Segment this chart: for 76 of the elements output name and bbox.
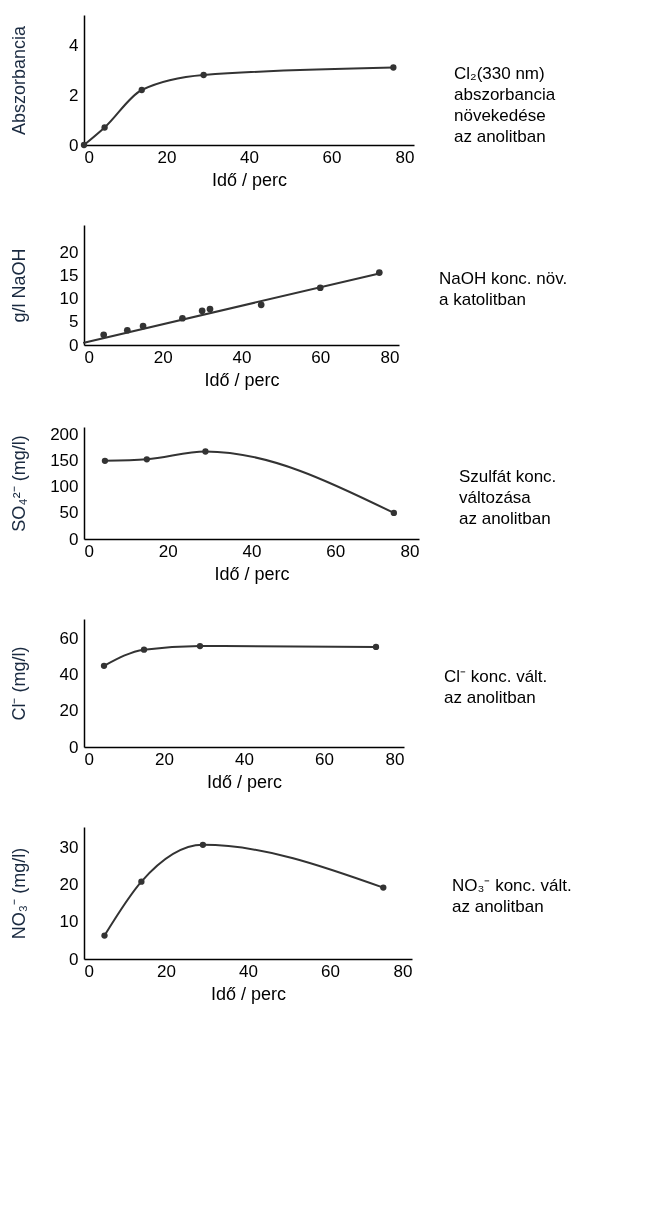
x-tick-label: 0 [84, 961, 94, 981]
point [380, 884, 387, 891]
x-tick-label: 0 [84, 347, 94, 367]
y-tick-label: 15 [59, 266, 79, 286]
text: Cl₂(330 nm) abszorbancia növekedése az anolitban [454, 63, 556, 146]
point [390, 509, 398, 517]
point [390, 64, 397, 71]
point [101, 932, 108, 939]
y-tick-label: 100 [50, 477, 79, 497]
x-tick-label: 60 [321, 961, 340, 981]
point [196, 642, 204, 650]
y-tick-label: 40 [59, 665, 79, 685]
x-tick-label: 40 [242, 541, 262, 561]
y-tick-label: 30 [59, 837, 79, 857]
text: Cl⁻ konc. vált. az anolitban [444, 666, 548, 707]
y-tick-label: 50 [59, 503, 79, 523]
point [100, 662, 108, 670]
y-tick-label: 20 [59, 701, 79, 721]
point [140, 646, 148, 653]
point [143, 456, 150, 463]
point [372, 643, 380, 651]
point [257, 301, 265, 309]
x-tick-label: 80 [393, 961, 413, 981]
text: Szulfát konc. változása az anolitban [459, 467, 557, 529]
x-axis-title: Idő / perc [211, 169, 288, 190]
point [206, 305, 214, 313]
x-axis-title: Idő / perc [210, 983, 287, 1004]
x-tick-label: 0 [84, 749, 94, 769]
x-axis-title: Idő / perc [206, 771, 283, 792]
x-tick-label: 80 [380, 347, 400, 367]
y-tick-label: 10 [59, 912, 79, 932]
point [200, 71, 207, 79]
point [101, 457, 109, 465]
y-tick-label: 5 [69, 312, 79, 332]
x-axis-title: Idő / perc [204, 369, 280, 390]
y-tick-label: 150 [50, 451, 79, 471]
y-tick-label: 20 [59, 875, 79, 895]
y-axis-title: Cl⁻ (mg/l) [8, 646, 29, 721]
x-tick-label: 60 [322, 147, 342, 167]
x-tick-label: 0 [84, 147, 94, 167]
x-tick-label: 80 [385, 749, 405, 769]
text: NO₃⁻ konc. vált. az anolitban [452, 876, 572, 917]
x-tick-label: 40 [235, 749, 254, 769]
x-tick-label: 60 [311, 347, 331, 367]
point [199, 841, 207, 848]
x-tick-label: 60 [315, 749, 334, 769]
x-tick-label: 80 [395, 147, 415, 167]
x-tick-label: 40 [239, 961, 258, 981]
x-tick-label: 20 [155, 749, 174, 769]
x-tick-label: 40 [240, 147, 259, 167]
x-tick-label: 20 [158, 541, 178, 561]
x-tick-label: 0 [84, 541, 94, 561]
point [202, 448, 209, 455]
x-tick-label: 20 [157, 147, 177, 167]
y-axis-title: g/l NaOH [8, 248, 29, 323]
y-tick-label: 10 [59, 289, 79, 309]
y-tick-label: 2 [69, 85, 79, 105]
point [138, 878, 145, 885]
y-axis-title: NO₃⁻ (mg/l) [8, 847, 29, 940]
point [80, 141, 88, 149]
x-axis-title: Idő / perc [214, 563, 290, 584]
text: NaOH konc. növ. a katolitban [439, 269, 568, 309]
x-tick-label: 80 [400, 541, 420, 561]
point [198, 307, 206, 315]
y-tick-label: 4 [69, 35, 79, 55]
y-axis-title: SO₄²⁻ (mg/l) [8, 435, 29, 532]
point [138, 86, 145, 94]
x-tick-label: 20 [153, 347, 173, 367]
y-axis-title: Abszorbancia [8, 24, 29, 136]
x-tick-label: 60 [326, 541, 346, 561]
y-tick-label: 60 [59, 629, 79, 649]
point [101, 124, 108, 131]
y-tick-label: 200 [50, 425, 79, 445]
y-tick-label: 20 [59, 243, 79, 263]
x-tick-label: 20 [157, 961, 176, 981]
x-tick-label: 40 [232, 347, 252, 367]
